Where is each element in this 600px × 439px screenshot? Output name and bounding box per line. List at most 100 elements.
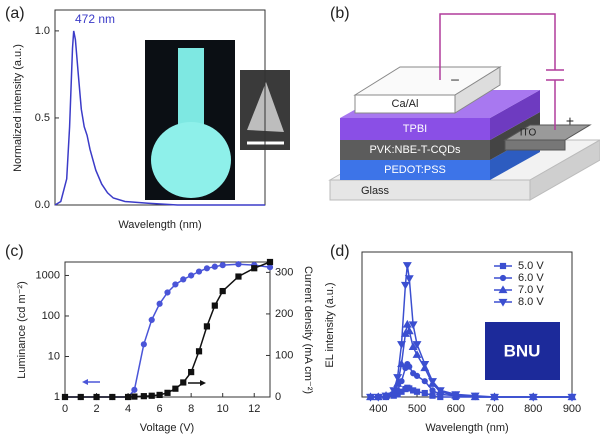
marker [148,392,155,399]
y-tick-label: 0.0 [35,199,50,211]
series-line [65,263,271,398]
marker [381,392,391,401]
x-tick-label: 400 [369,403,387,415]
marker [61,393,69,401]
photo-insets [145,40,290,200]
x-tick-label: 0 [62,403,68,415]
marker [389,387,399,396]
y-tick-label: 1000 [36,269,60,281]
marker [499,274,507,282]
x-axis-label: Voltage (V) [140,422,194,434]
marker [451,391,461,399]
marker [109,393,116,401]
tpbi-side [490,90,540,140]
x-tick-label: 6 [157,403,163,415]
wire [439,13,556,80]
marker [429,392,436,399]
x-tick-label: 8 [188,403,194,415]
marker [140,341,147,348]
marker [156,300,163,307]
ito-front [504,139,566,151]
glass-side [529,139,600,201]
cathode-sign: – [451,71,459,87]
marker [172,385,179,392]
photo-inset: BNU [485,322,560,380]
y-axis-label: Normalized intensity (a.u.) [12,44,24,172]
x-tick-label: 500 [408,403,426,415]
marker [140,393,147,400]
marker [420,360,430,369]
marker [164,289,171,296]
y-tick-label: 1 [54,391,60,403]
marker [266,264,274,271]
marker [412,350,422,358]
series-line [54,30,265,206]
marker [429,387,436,394]
marker [164,389,171,396]
marker [470,392,480,401]
marker [195,268,203,275]
marker [148,316,155,324]
x-tick-label: 800 [524,403,542,415]
panel-label: (b) [330,5,350,22]
anode-label: ITO [520,128,537,139]
pedot-layer [340,160,490,180]
annotation: 472 nm [75,12,115,26]
marker [235,261,242,268]
x-tick-label: 900 [563,403,581,415]
marker [124,393,132,401]
anode-sign: + [566,113,574,129]
marker [412,341,422,349]
y2-tick-label: 0 [275,391,281,403]
marker [398,378,405,385]
x-tick-label: 12 [248,403,260,415]
marker [421,389,428,397]
y2-axis-label: Current density (mA cm⁻²) [302,266,314,394]
marker [402,319,412,328]
marker [397,341,406,349]
axis-arrows [82,379,206,386]
inset-text: BNU [504,341,541,360]
marker [421,378,428,385]
marker [203,323,211,330]
cathode-side [454,66,501,114]
marker [195,348,203,355]
marker [188,368,195,376]
plot-frame [64,261,271,398]
marker [131,393,138,400]
y-tick-label: 1.0 [35,25,50,37]
marker [404,326,414,335]
y-tick-label: 100 [42,310,60,322]
marker [131,386,138,393]
flask-body [151,122,231,198]
marker [251,265,258,272]
marker [180,379,187,386]
marker [413,372,421,380]
marker [428,378,437,386]
marker [211,263,218,270]
marker [188,272,195,279]
x-tick-label: 10 [217,403,229,415]
marker [393,374,403,382]
marker [93,393,100,401]
marker [156,391,163,399]
plot-frame [54,9,266,206]
x-tick-label: 2 [93,403,99,415]
flask-neck [178,48,204,128]
etl-label: TPBI [403,123,427,135]
x-tick-label: 600 [447,403,465,415]
marker [77,393,84,401]
substrate-label: Glass [361,185,390,197]
legend-label: 5.0 V [518,260,544,272]
panel-label: (c) [5,243,24,260]
marker [567,393,577,402]
marker [366,393,375,402]
marker [408,342,418,351]
legend-label: 7.0 V [518,284,544,296]
y-tick-label: 10 [48,350,60,362]
marker [219,262,226,269]
marker [435,387,445,396]
marker [373,393,383,402]
legend-label: 8.0 V [518,296,544,308]
